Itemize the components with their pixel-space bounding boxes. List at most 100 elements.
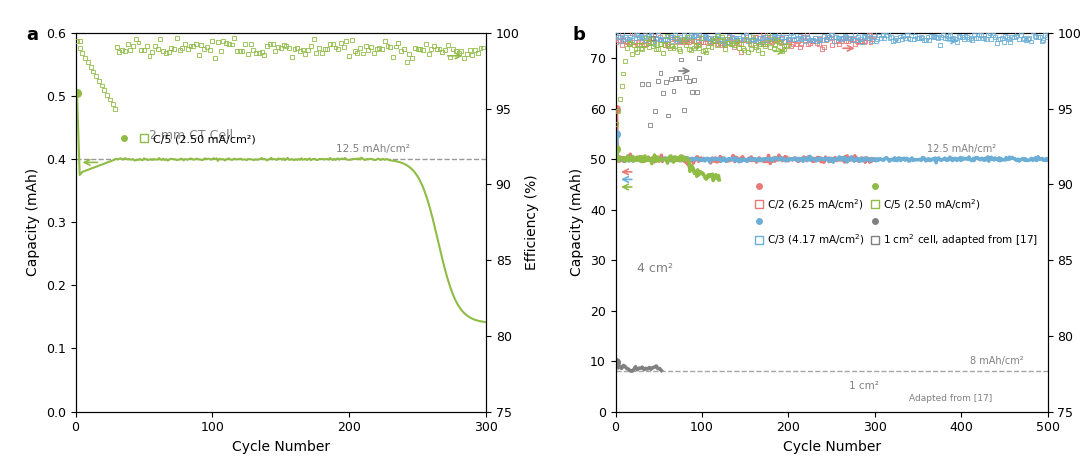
Point xyxy=(625,41,643,49)
Point xyxy=(715,39,732,46)
Point xyxy=(384,53,402,61)
Point xyxy=(608,38,625,45)
Point xyxy=(122,46,139,54)
Point xyxy=(717,41,734,48)
Point xyxy=(812,34,829,42)
Point xyxy=(146,42,163,50)
Point xyxy=(698,35,715,43)
Point xyxy=(724,35,741,42)
Point xyxy=(212,48,229,55)
Point xyxy=(831,34,848,41)
Point xyxy=(187,41,204,48)
Point xyxy=(651,35,669,43)
Point xyxy=(349,49,366,57)
Point xyxy=(989,35,1007,43)
Point xyxy=(929,34,946,42)
Point xyxy=(735,47,753,54)
Point xyxy=(363,43,380,51)
Point xyxy=(778,33,795,41)
Point xyxy=(741,37,758,45)
Point xyxy=(374,45,391,53)
Point xyxy=(753,35,770,43)
Point xyxy=(666,31,684,39)
Point xyxy=(1000,35,1017,43)
Point xyxy=(689,41,706,49)
Point xyxy=(431,45,448,53)
Point xyxy=(746,35,764,43)
Point xyxy=(675,106,692,114)
Point xyxy=(654,89,672,96)
Point xyxy=(629,48,646,56)
Point xyxy=(663,35,680,43)
Point xyxy=(833,37,850,44)
Point xyxy=(902,35,919,43)
Point xyxy=(729,37,746,44)
Point xyxy=(71,37,89,44)
Point xyxy=(613,41,631,49)
Point xyxy=(102,96,119,103)
Point xyxy=(253,48,270,56)
Point xyxy=(658,40,675,48)
Point xyxy=(613,82,631,90)
Point xyxy=(701,37,718,45)
Point xyxy=(934,32,951,39)
Point xyxy=(974,35,991,42)
Point xyxy=(381,44,399,51)
Point xyxy=(406,44,423,52)
Point xyxy=(686,37,703,45)
Point xyxy=(997,32,1014,40)
Point xyxy=(618,44,635,52)
Point xyxy=(698,33,715,41)
Point xyxy=(845,35,862,43)
Point xyxy=(648,35,665,42)
Point xyxy=(608,145,625,153)
Point xyxy=(799,34,816,42)
Point xyxy=(678,33,696,41)
Point xyxy=(463,51,481,59)
Point xyxy=(764,35,781,43)
Point xyxy=(171,46,188,54)
Point xyxy=(108,44,125,51)
Point xyxy=(677,36,694,44)
Point xyxy=(694,39,712,46)
Point xyxy=(976,35,994,42)
Point xyxy=(801,36,819,44)
Point xyxy=(195,45,213,53)
Point xyxy=(968,34,985,42)
Point xyxy=(611,33,629,41)
Point xyxy=(789,38,807,45)
Point xyxy=(758,36,775,44)
X-axis label: Cycle Number: Cycle Number xyxy=(783,440,880,454)
Point xyxy=(138,43,156,50)
Point xyxy=(708,31,726,38)
Point xyxy=(626,34,644,42)
Point xyxy=(752,35,769,42)
Point xyxy=(692,35,710,42)
Point xyxy=(981,30,998,37)
Point xyxy=(618,38,635,45)
Point xyxy=(782,29,799,37)
Point xyxy=(816,36,834,44)
Point xyxy=(417,40,434,47)
Point xyxy=(686,77,703,84)
Point xyxy=(608,130,625,138)
Point xyxy=(637,36,654,44)
Point xyxy=(865,32,882,40)
Point xyxy=(1024,28,1041,35)
Point xyxy=(608,105,625,113)
Point xyxy=(670,74,687,82)
Point xyxy=(625,31,643,38)
Point xyxy=(937,35,955,42)
Point xyxy=(786,36,804,44)
Point xyxy=(960,35,977,43)
Point xyxy=(654,36,672,44)
Point xyxy=(1020,35,1037,43)
Point xyxy=(773,33,791,41)
Point xyxy=(292,48,309,55)
Point xyxy=(661,33,678,41)
Point xyxy=(948,38,966,45)
Point xyxy=(622,33,639,41)
Point xyxy=(868,35,886,43)
Point xyxy=(691,31,708,38)
Point xyxy=(747,34,765,41)
